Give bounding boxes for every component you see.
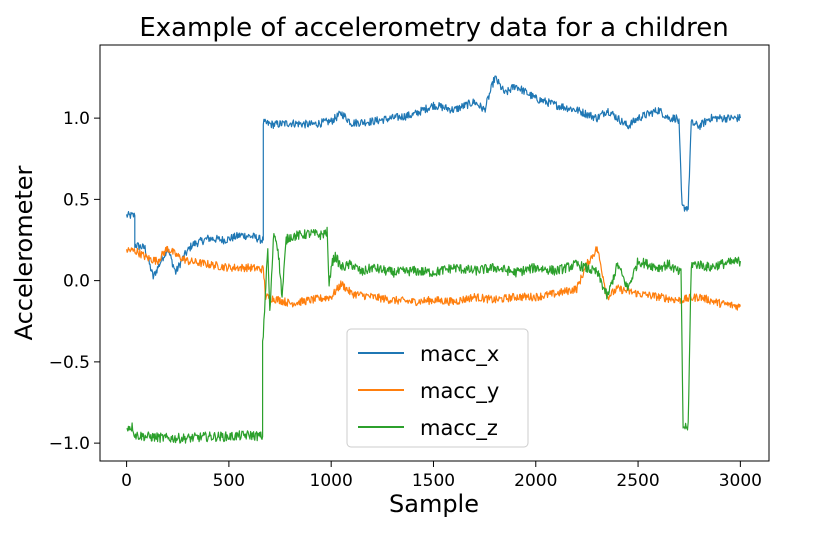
x-tick-label: 1500 [412,471,455,491]
y-tick-label: 0.5 [63,190,90,210]
y-tick-label: 1.0 [63,109,90,129]
y-tick-label: 0.0 [63,272,90,292]
legend-label: macc_z [420,416,498,441]
chart-title: Example of accelerometry data for a chil… [139,13,728,43]
x-tick-label: 2500 [616,471,659,491]
legend-label: macc_x [420,342,499,367]
y-tick-label: −1.0 [49,434,90,454]
legend-box [346,328,529,448]
x-tick-label: 2000 [514,471,557,491]
series-line-macc-y [126,245,741,311]
x-tick-label: 1000 [310,471,353,491]
y-axis-label: Accelerometer [10,165,38,340]
y-tick-label: −0.5 [49,353,90,373]
legend: macc_x macc_y macc_z [346,328,529,448]
x-axis-ticks: 0 500 1000 1500 2000 2500 3000 [121,461,762,491]
legend-label: macc_y [420,379,499,404]
x-tick-label: 3000 [719,471,762,491]
series-line-macc-z [126,226,741,444]
x-tick-label: 0 [121,471,132,491]
series-layer [126,75,741,444]
series-line-macc-x [126,75,741,280]
x-tick-label: 500 [213,471,245,491]
y-axis-ticks: −1.0 −0.5 0.0 0.5 1.0 [49,109,100,454]
plot-frame [99,44,770,462]
x-axis-label: Sample [389,490,479,518]
